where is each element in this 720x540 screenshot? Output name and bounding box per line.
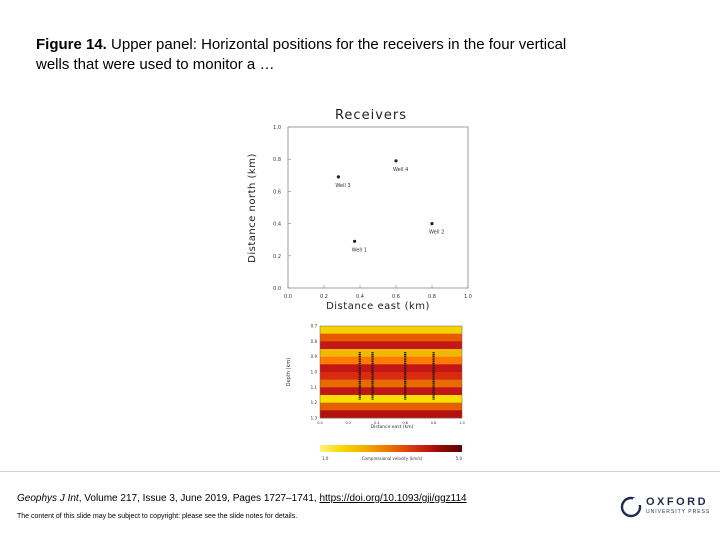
receivers-y-tick-label: 0.2 xyxy=(273,254,281,260)
colorbar-max-label: 5.0 xyxy=(456,456,463,461)
depth-x-tick-label: 0.6 xyxy=(402,421,408,425)
depth-x-tick-label: 0.0 xyxy=(317,421,323,425)
receiver-point xyxy=(336,175,340,179)
velocity-colorbar: 1.0 5.0 Compressional velocity (km/s) xyxy=(320,445,462,461)
citation: Geophys J Int, Volume 217, Issue 3, June… xyxy=(17,493,467,504)
receivers-y-tick-label: 0.8 xyxy=(273,157,281,163)
receivers-x-ticks: 0.0 0.2 0.4 0.6 0.8 1.0 xyxy=(284,285,472,300)
depth-y-tick-label: 1.0 xyxy=(311,370,318,375)
velocity-layer xyxy=(320,333,462,342)
receivers-x-tick-label: 0.0 xyxy=(284,294,292,300)
depth-x-tick-label: 0.2 xyxy=(346,421,352,425)
velocity-layer xyxy=(320,341,462,350)
receivers-y-tick-label: 0.6 xyxy=(273,189,281,195)
depth-section-chart: 0.7 0.8 0.9 1.0 1.1 1.2 1.3 0.0 0.2 0.4 0.6 0.8 1.0… xyxy=(286,324,465,431)
receiver-point-label: Well 4 xyxy=(393,167,408,173)
figure-label: Figure 14. xyxy=(36,36,107,53)
velocity-layer xyxy=(320,364,462,373)
colorbar-gradient xyxy=(320,445,462,452)
receiver-point-label: Well 3 xyxy=(335,183,350,189)
depth-x-tick-label: 0.8 xyxy=(431,421,437,425)
receivers-x-tick-label: 0.2 xyxy=(320,294,328,300)
colorbar-label: Compressional velocity (km/s) xyxy=(362,456,423,461)
oxford-emblem-icon xyxy=(620,496,642,518)
receivers-points: Well 1 Well 2 Well 3 Well 4 xyxy=(335,159,444,253)
receivers-y-ticks: 0.0 0.2 0.4 0.6 0.8 1.0 xyxy=(273,125,291,292)
receiver-point xyxy=(353,239,357,243)
depth-x-axis-label: Distance east (km) xyxy=(371,424,414,430)
receivers-x-tick-label: 0.4 xyxy=(356,294,364,300)
figure-graphic: Receivers 0.00.20.40.60.81.0 0.0 0.2 0.4 0.… xyxy=(247,108,472,461)
receivers-title: Receivers xyxy=(335,108,407,123)
receivers-y-tick-label: 0.4 xyxy=(273,222,281,228)
receivers-x-axis-label: Distance east (km) xyxy=(326,301,430,312)
velocity-layer xyxy=(320,395,462,403)
receivers-chart: Receivers 0.00.20.40.60.81.0 0.0 0.2 0.4 0.… xyxy=(247,108,472,312)
velocity-layer xyxy=(320,379,462,388)
receivers-y-tick-label: 0.0 xyxy=(273,286,281,292)
citation-details: , Volume 217, Issue 3, June 2019, Pages … xyxy=(78,493,320,504)
receiver-point-label: Well 1 xyxy=(352,247,367,253)
velocity-layer xyxy=(320,326,462,334)
depth-y-tick-label: 0.8 xyxy=(311,339,318,344)
velocity-layer xyxy=(320,387,462,396)
doi-link[interactable]: https://doi.org/10.1093/gji/ggz114 xyxy=(319,493,467,504)
receivers-x-tick-label: 1.0 xyxy=(464,294,472,300)
colorbar-min-label: 1.0 xyxy=(322,456,329,461)
depth-y-axis-label: Depth (km) xyxy=(286,358,292,387)
receiver-point xyxy=(394,159,398,163)
velocity-layers xyxy=(320,326,462,419)
receivers-plot-frame xyxy=(287,126,469,289)
velocity-layer xyxy=(320,402,462,411)
receivers-y-tick-label: 1.0 xyxy=(273,125,281,131)
well-receivers xyxy=(358,352,435,400)
velocity-layer xyxy=(320,349,462,357)
receivers-x-tick-label: 0.6 xyxy=(392,294,400,300)
oxford-wordmark: OXFORD xyxy=(646,496,709,508)
receivers-x-tick-label: 0.8 xyxy=(428,294,436,300)
receiver-point xyxy=(430,222,434,226)
oxford-subtitle: UNIVERSITY PRESS xyxy=(646,509,711,515)
depth-y-ticks: 0.7 0.8 0.9 1.0 1.1 1.2 1.3 xyxy=(311,324,318,421)
depth-section-frame xyxy=(319,325,463,419)
depth-y-tick-label: 1.2 xyxy=(311,400,318,405)
velocity-layer xyxy=(320,372,462,380)
depth-y-tick-label: 0.7 xyxy=(311,324,318,329)
receivers-y-axis-label: Distance north (km) xyxy=(247,153,258,263)
copyright-notice: The content of this slide may be subject… xyxy=(17,513,298,520)
depth-y-tick-label: 0.9 xyxy=(311,354,318,359)
depth-y-tick-label: 1.3 xyxy=(311,416,318,421)
velocity-layer xyxy=(320,356,462,365)
depth-x-tick-label: 0.4 xyxy=(374,421,380,425)
citation-journal: Geophys J Int xyxy=(17,493,79,504)
depth-x-tick-label: 1.0 xyxy=(459,421,465,425)
velocity-layer xyxy=(320,410,462,419)
oxford-logo[interactable]: OXFORD UNIVERSITY PRESS xyxy=(620,494,712,522)
receiver-point-label: Well 2 xyxy=(429,230,444,236)
depth-x-ticks: 0.0 0.2 0.4 0.6 0.8 1.0 xyxy=(317,421,465,425)
depth-y-tick-label: 1.1 xyxy=(311,385,318,390)
footer-divider xyxy=(0,471,720,472)
caption-text: Upper panel: Horizontal positions for th… xyxy=(36,36,567,73)
figure-caption: Figure 14. Upper panel: Horizontal posit… xyxy=(36,35,596,75)
